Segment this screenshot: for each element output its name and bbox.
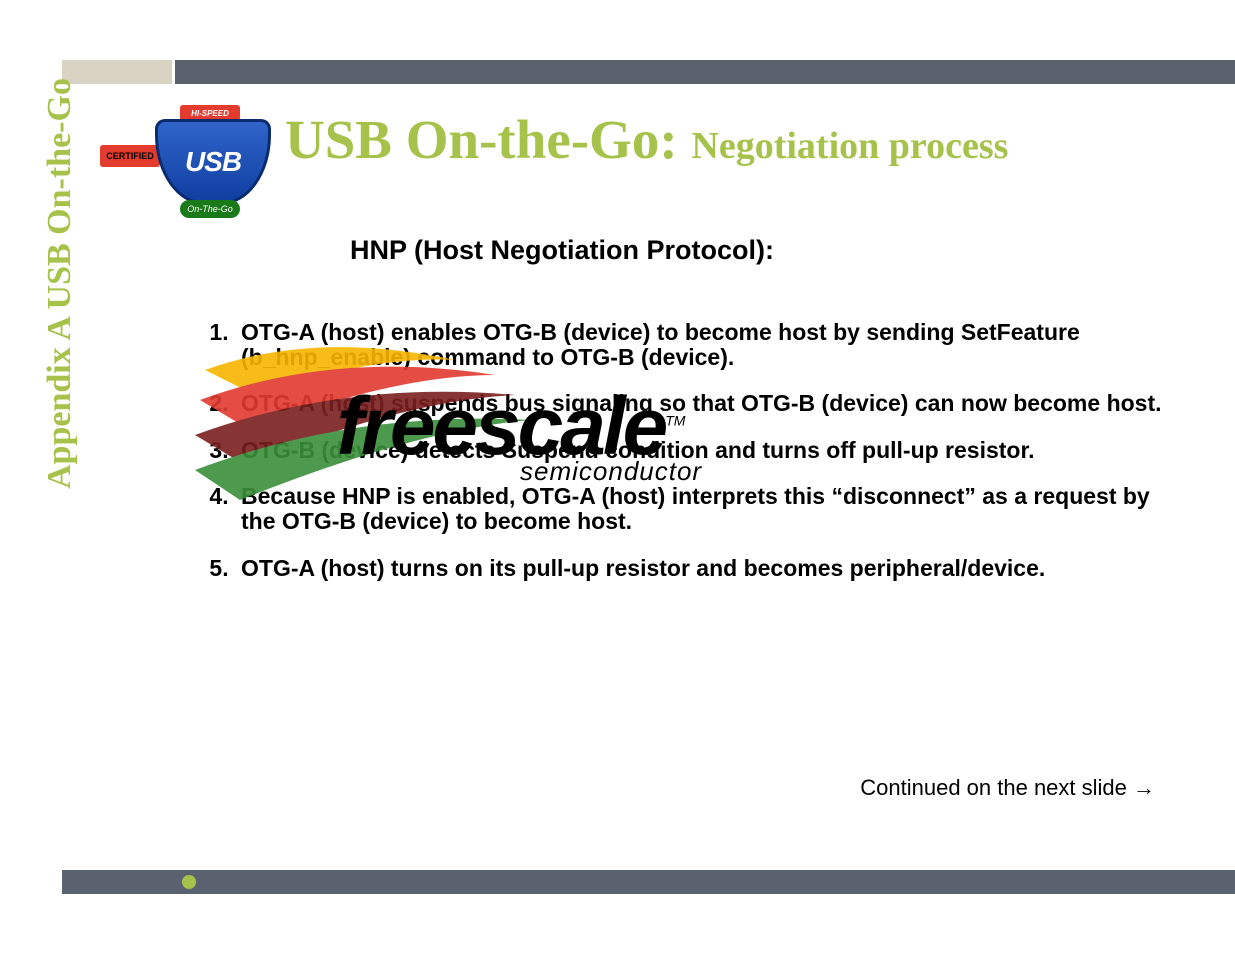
list-item: OTG-A (host) suspends bus signaling so t… xyxy=(235,391,1165,416)
logo-shield-text: USB xyxy=(185,146,241,178)
logo-shield: USB xyxy=(155,119,271,205)
slide-subtitle: HNP (Host Negotiation Protocol): xyxy=(350,235,774,266)
list-item: OTG-A (host) turns on its pull-up resist… xyxy=(235,556,1165,581)
list-item: Because HNP is enabled, OTG-A (host) int… xyxy=(235,484,1165,533)
logo-otg-tag: On-The-Go xyxy=(180,200,240,218)
slide-title-sub: Negotiation process xyxy=(691,125,1008,167)
top-bar-dark xyxy=(175,60,1235,84)
list-item: OTG-A (host) enables OTG-B (device) to b… xyxy=(235,320,1165,369)
slide-title: USB On-the-Go: Negotiation process xyxy=(285,108,1008,171)
sidebar-label: Appendix A USB On-the-Go xyxy=(41,78,79,489)
usb-otg-logo: HI-SPEED CERTIFIED USB On-The-Go xyxy=(100,105,270,225)
bottom-bar xyxy=(62,870,1235,894)
logo-certified-tag: CERTIFIED xyxy=(100,145,160,167)
list-item: OTG-B (device) detects Suspend condition… xyxy=(235,438,1165,463)
slide-title-main: USB On-the-Go: xyxy=(285,109,691,170)
continued-note: Continued on the next slide → xyxy=(860,775,1155,801)
slide-body: OTG-A (host) enables OTG-B (device) to b… xyxy=(180,320,1165,602)
